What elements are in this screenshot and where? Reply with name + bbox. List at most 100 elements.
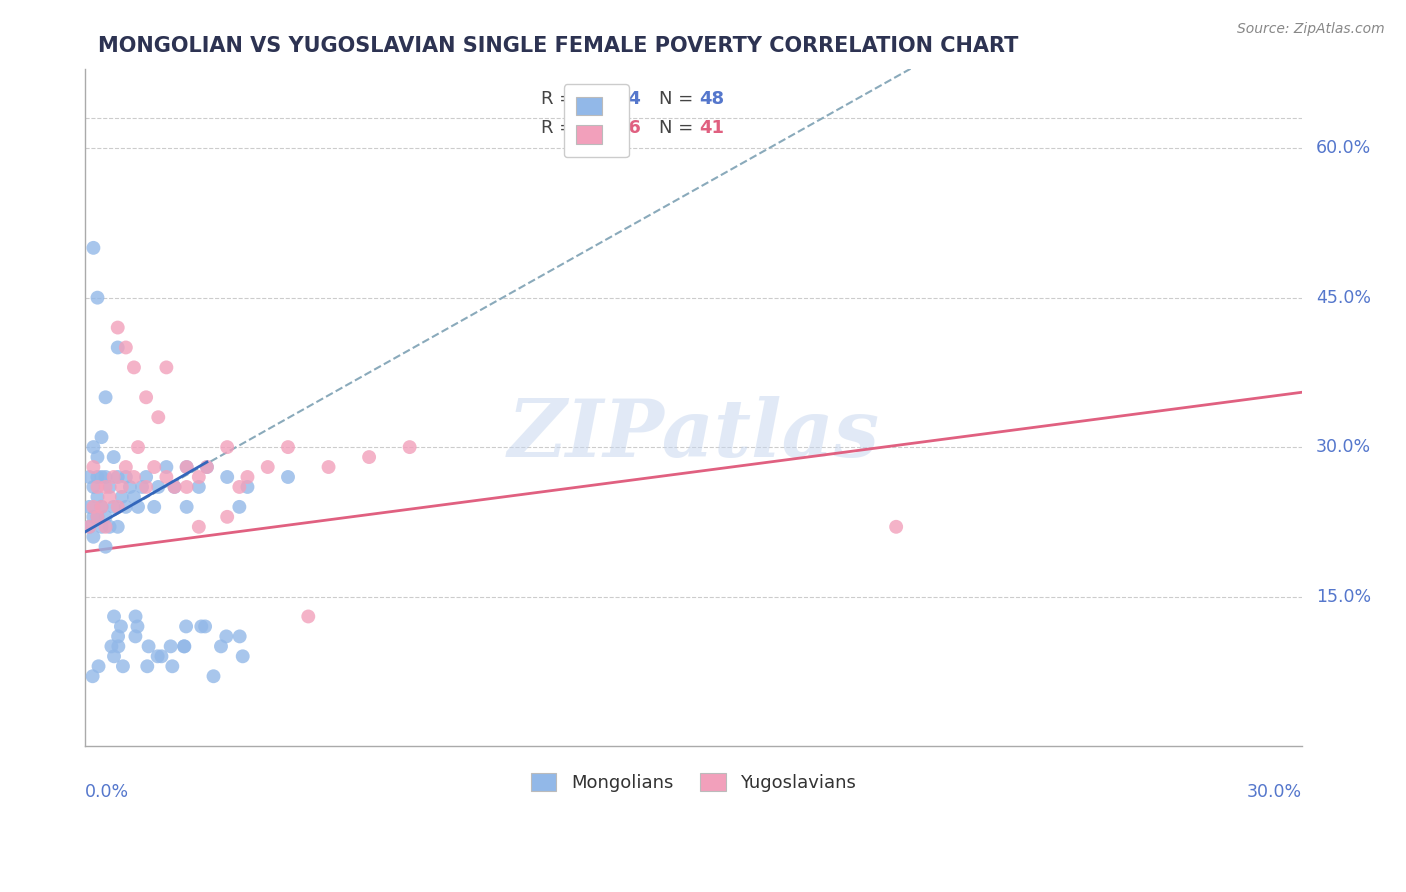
Point [131, 480, 153, 494]
Point [195, 460, 218, 475]
Point [115, 470, 138, 484]
Point [176, 480, 198, 494]
Point [148, 410, 170, 425]
Point [87, 659, 110, 673]
Text: 30.0%: 30.0% [1316, 438, 1371, 456]
Point [90, 520, 112, 534]
Point [148, 480, 170, 494]
Point [159, 640, 181, 654]
Point [82, 669, 104, 683]
Point [86, 490, 108, 504]
Point [162, 659, 184, 673]
Point [111, 490, 134, 504]
Point [155, 360, 177, 375]
Text: 0.236: 0.236 [583, 120, 641, 137]
Point [98, 520, 121, 534]
Point [127, 619, 149, 633]
Point [79, 520, 101, 534]
Point [107, 629, 129, 643]
Text: MONGOLIAN VS YUGOSLAVIAN SINGLE FEMALE POVERTY CORRELATION CHART: MONGOLIAN VS YUGOSLAVIAN SINGLE FEMALE P… [98, 36, 1019, 55]
Point [228, 629, 250, 643]
Point [124, 609, 146, 624]
Legend: Mongolians, Yugoslavians: Mongolians, Yugoslavians [519, 760, 869, 805]
Point [82, 460, 104, 475]
Point [122, 360, 145, 375]
Text: ZIPatlas: ZIPatlas [508, 395, 880, 473]
Point [194, 619, 217, 633]
Text: 0.0%: 0.0% [86, 783, 129, 801]
Point [187, 480, 209, 494]
Point [118, 480, 141, 494]
Text: 15.0%: 15.0% [1316, 588, 1371, 606]
Point [217, 509, 239, 524]
Point [103, 609, 125, 624]
Point [359, 450, 381, 464]
Point [90, 470, 112, 484]
Point [107, 470, 129, 484]
Point [110, 619, 132, 633]
Point [98, 490, 121, 504]
Point [100, 640, 122, 654]
Point [82, 509, 104, 524]
Point [155, 460, 177, 475]
Point [82, 500, 104, 514]
Point [138, 640, 160, 654]
Point [94, 509, 117, 524]
Point [115, 500, 138, 514]
Point [146, 649, 169, 664]
Point [127, 440, 149, 454]
Text: 41: 41 [700, 120, 724, 137]
Point [111, 480, 134, 494]
Point [217, 470, 239, 484]
Point [217, 440, 239, 454]
Point [90, 500, 112, 514]
Point [215, 629, 238, 643]
Point [236, 470, 259, 484]
Text: N =: N = [659, 90, 699, 108]
Point [103, 450, 125, 464]
Point [173, 640, 195, 654]
Point [82, 440, 104, 454]
Point [94, 480, 117, 494]
Point [94, 540, 117, 554]
Point [86, 470, 108, 484]
Text: 45.0%: 45.0% [1316, 289, 1371, 307]
Point [173, 640, 195, 654]
Point [90, 430, 112, 444]
Point [136, 659, 159, 673]
Point [103, 470, 125, 484]
Point [398, 440, 420, 454]
Point [103, 500, 125, 514]
Point [86, 480, 108, 494]
Point [127, 500, 149, 514]
Point [122, 490, 145, 504]
Point [176, 460, 198, 475]
Text: 48: 48 [700, 90, 724, 108]
Point [163, 480, 186, 494]
Point [187, 520, 209, 534]
Point [94, 470, 117, 484]
Point [277, 440, 299, 454]
Point [228, 500, 250, 514]
Point [174, 619, 197, 633]
Point [86, 509, 108, 524]
Point [195, 460, 218, 475]
Text: 60.0%: 60.0% [1316, 139, 1371, 157]
Point [228, 480, 250, 494]
Point [107, 500, 129, 514]
Point [176, 500, 198, 514]
Point [79, 470, 101, 484]
Point [232, 649, 254, 664]
Point [107, 320, 129, 334]
Point [107, 341, 129, 355]
Point [135, 480, 157, 494]
Point [884, 520, 907, 534]
Text: 0.114: 0.114 [583, 90, 641, 108]
Point [277, 470, 299, 484]
Point [79, 520, 101, 534]
Point [94, 520, 117, 534]
Text: R =: R = [541, 120, 581, 137]
Point [86, 509, 108, 524]
Point [236, 480, 259, 494]
Point [122, 470, 145, 484]
